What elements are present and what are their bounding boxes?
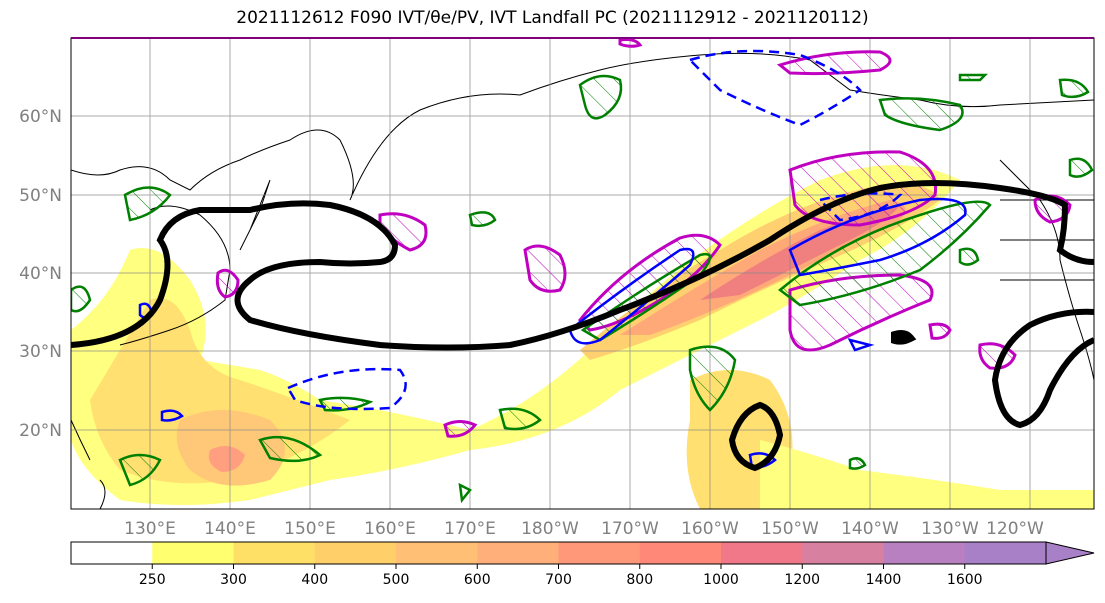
colorbar-tick-label: 300 [220, 572, 247, 588]
latitude-labels: 60°N 50°N 40°N 30°N 20°N [19, 107, 62, 441]
colorbar-tick-label: 500 [383, 572, 410, 588]
lat-label: 20°N [19, 421, 62, 441]
theta-e-contours [71, 73, 1094, 504]
lon-label: 150°E [284, 519, 336, 539]
colorbar-swatch [964, 542, 1047, 564]
lon-label: 130°W [921, 519, 979, 539]
colorbar-swatch [71, 542, 153, 564]
colorbar-tick-label: 600 [464, 572, 491, 588]
lon-label: 160°W [681, 519, 739, 539]
map-title: 2021112612 F090 IVT/θe/PV, IVT Landfall … [236, 8, 869, 28]
colorbar-tick-label: 1400 [866, 572, 902, 588]
lon-label: 140°W [841, 519, 899, 539]
lon-label: 130°E [124, 519, 176, 539]
colorbar-tick-label: 1600 [947, 572, 983, 588]
colorbar-swatch [477, 542, 559, 564]
lat-label: 50°N [19, 186, 62, 206]
lat-label: 30°N [19, 342, 62, 362]
colorbar-tick-label: 800 [626, 572, 653, 588]
lon-label: 170°W [601, 519, 659, 539]
lon-label: 180°W [521, 519, 579, 539]
colorbar-swatch [802, 542, 884, 564]
colorbar-tick-label: 1200 [784, 572, 820, 588]
colorbar-tick-label: 400 [301, 572, 328, 588]
lon-label: 160°E [364, 519, 416, 539]
colorbar: 250 300 400 500 600 700 800 1000 1200 1400 1600 [70, 541, 1095, 588]
colorbar-extend-arrow [1045, 541, 1095, 565]
lat-label: 60°N [19, 107, 62, 127]
colorbar-swatch [152, 542, 234, 564]
lon-label: 170°E [444, 519, 496, 539]
ivt-contours [71, 180, 1094, 472]
colorbar-swatch [721, 542, 803, 564]
lon-label: 120°W [986, 519, 1044, 539]
colorbar-tick-label: 250 [139, 572, 166, 588]
colorbar-swatch [558, 542, 641, 564]
colorbar-swatch [396, 542, 478, 564]
colorbar-tick-label: 700 [545, 572, 572, 588]
colorbar-swatch [314, 542, 397, 564]
lat-label: 40°N [19, 264, 62, 284]
colorbar-swatch [639, 542, 722, 564]
colorbar-tick-label: 1000 [703, 572, 739, 588]
lon-label: 140°E [204, 519, 256, 539]
colorbar-swatch [883, 542, 966, 564]
colorbar-swatch [233, 542, 316, 564]
longitude-labels: 130°E 140°E 150°E 160°E 170°E 180°W 170°… [124, 519, 1044, 539]
lon-label: 150°W [761, 519, 819, 539]
